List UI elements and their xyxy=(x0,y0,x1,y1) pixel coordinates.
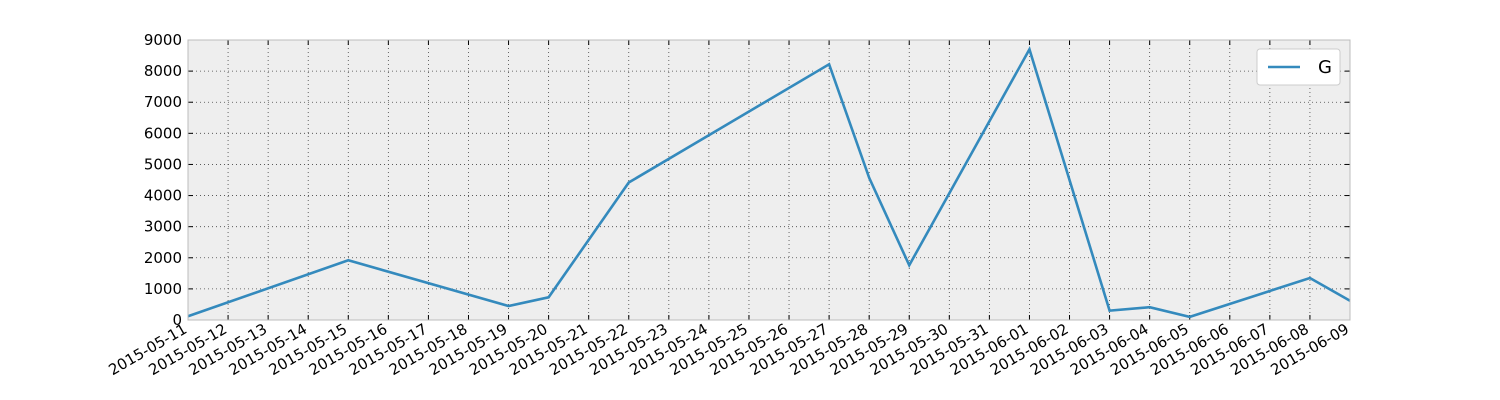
y-tick-label: 8000 xyxy=(144,62,182,80)
y-tick-label: 9000 xyxy=(144,31,182,49)
legend-label: G xyxy=(1318,57,1332,78)
y-tick-label: 3000 xyxy=(144,218,182,236)
legend: G xyxy=(1256,48,1341,86)
series-line-g xyxy=(187,46,1351,319)
y-tick-label: 6000 xyxy=(144,124,182,142)
plot-frame xyxy=(187,39,1351,321)
y-tick-label: 4000 xyxy=(144,187,182,205)
y-axis-labels: 0 1000 2000 3000 4000 5000 6000 7000 8000 9000 xyxy=(144,31,182,329)
y-tick-label: 7000 xyxy=(144,93,182,111)
y-tick-label: 2000 xyxy=(144,249,182,267)
plot-area xyxy=(188,40,1350,320)
x-axis-labels: 2015-05-112015-05-122015-05-132015-05-14… xyxy=(105,320,1352,379)
y-tick-label: 1000 xyxy=(144,280,182,298)
y-tick-label: 0 xyxy=(172,311,182,329)
y-tick-label: 5000 xyxy=(144,155,182,173)
